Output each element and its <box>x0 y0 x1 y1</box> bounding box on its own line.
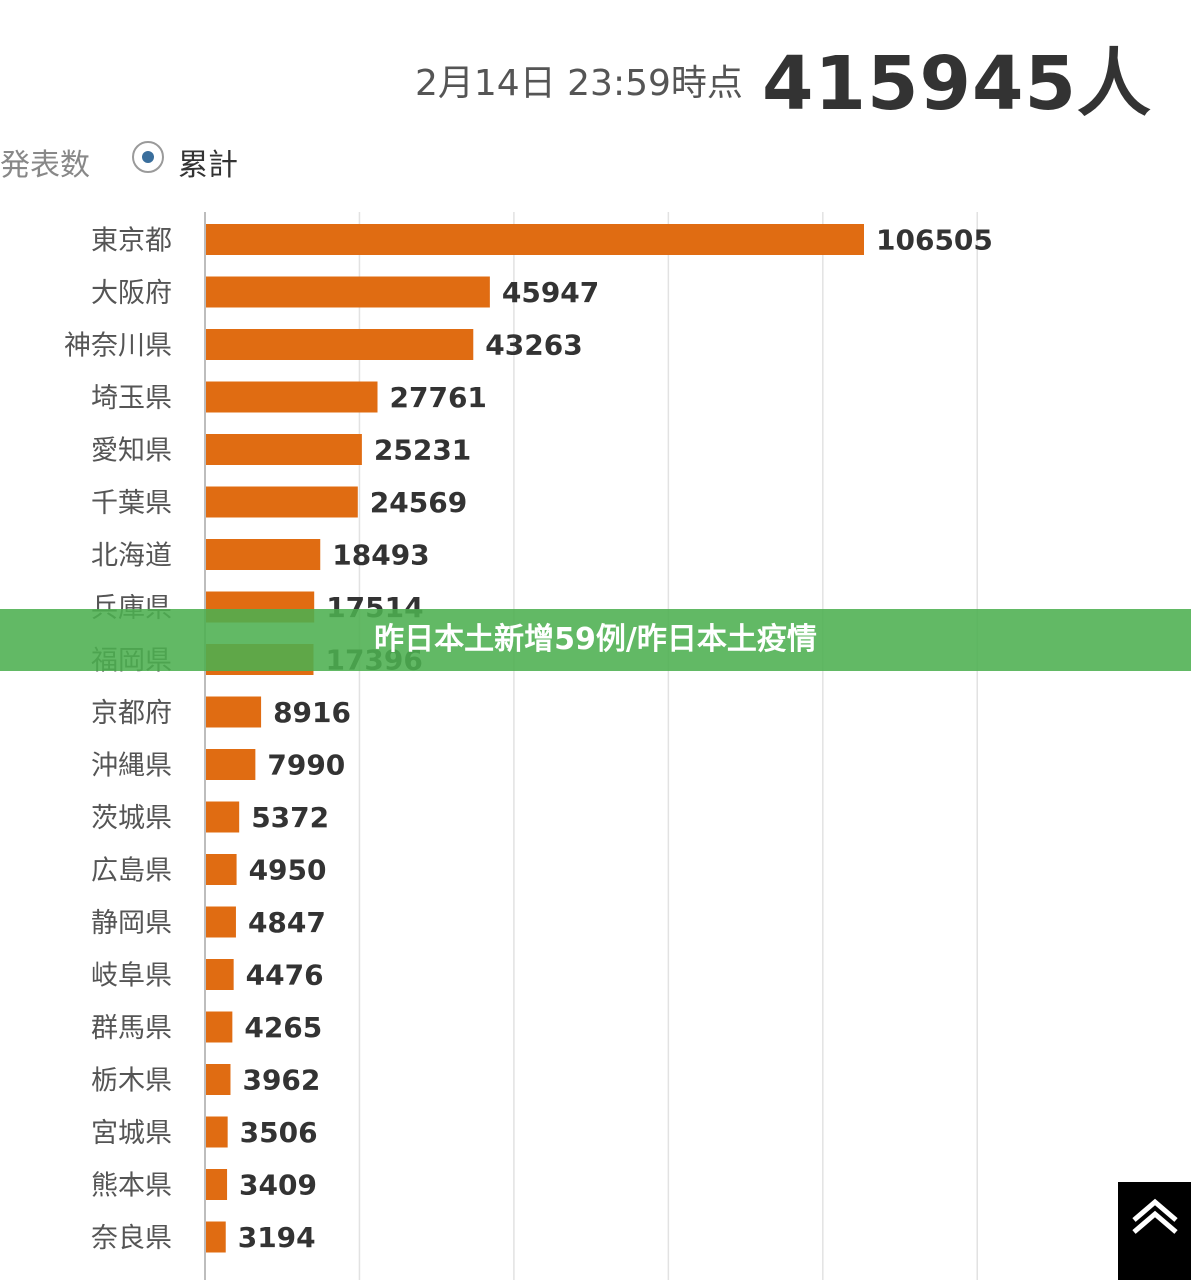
bar <box>206 1221 226 1253</box>
category-label: 千葉県 <box>91 488 172 519</box>
bar <box>206 1169 228 1200</box>
back-to-top-button[interactable] <box>1118 1182 1191 1280</box>
mode-option-daily[interactable]: 発表数 <box>0 148 90 183</box>
chevron-up-icon <box>1132 1198 1178 1234</box>
bar <box>206 329 474 360</box>
chart-header: 2月14日 23:59時点 415945人 <box>0 0 1191 127</box>
bar <box>206 749 256 780</box>
category-label: 岐阜県 <box>91 961 172 992</box>
value-label: 3962 <box>242 1064 320 1097</box>
value-label: 3409 <box>239 1169 317 1202</box>
bar <box>206 1116 228 1148</box>
category-label: 京都府 <box>91 698 172 729</box>
category-label: 神奈川県 <box>64 331 172 362</box>
value-label: 3194 <box>238 1221 316 1254</box>
value-label: 24569 <box>370 486 467 519</box>
value-label: 4265 <box>244 1011 322 1044</box>
value-label: 4950 <box>249 854 327 887</box>
bar <box>206 434 362 465</box>
mode-selector: 発表数 累計 <box>0 136 400 183</box>
category-label: 東京都 <box>91 226 172 257</box>
bar <box>206 854 237 885</box>
category-label: 熊本県 <box>91 1171 172 1202</box>
value-label: 3506 <box>240 1116 318 1149</box>
mode-option-cumulative[interactable]: 累計 <box>178 148 238 183</box>
bar <box>206 1064 231 1095</box>
value-label: 7990 <box>267 749 345 782</box>
value-label: 4476 <box>246 959 324 992</box>
category-label: 静岡県 <box>91 908 172 939</box>
category-label: 大阪府 <box>91 278 172 309</box>
bar <box>206 224 864 255</box>
category-label: 広島県 <box>91 856 172 887</box>
value-label: 4847 <box>248 906 326 939</box>
bar <box>206 539 321 570</box>
category-label: 群馬県 <box>91 1013 172 1044</box>
category-label: 栃木県 <box>91 1066 172 1097</box>
value-label: 106505 <box>876 224 993 257</box>
bar <box>206 959 234 990</box>
value-label: 5372 <box>251 801 329 834</box>
category-label: 沖縄県 <box>91 751 172 782</box>
category-label: 埼玉県 <box>91 383 172 414</box>
value-label: 27761 <box>390 381 487 414</box>
category-label: 北海道 <box>91 541 172 572</box>
bar <box>206 906 236 938</box>
bar <box>206 486 358 518</box>
bar-chart: 東京都 106505 大阪府 45947 神奈川県 43263 埼玉県 27761 愛知県 252… <box>64 212 993 1280</box>
total-count: 415945人 <box>762 41 1152 127</box>
bar <box>206 1011 233 1043</box>
bar <box>206 381 378 413</box>
bar <box>206 276 490 308</box>
value-label: 18493 <box>332 539 429 572</box>
value-label: 25231 <box>374 434 471 467</box>
headline-text: 昨日本土新增59例/昨日本土疫情 <box>374 622 817 657</box>
category-label: 愛知県 <box>91 436 172 467</box>
value-label: 45947 <box>502 276 599 309</box>
category-label: 茨城県 <box>91 803 172 834</box>
bar <box>206 801 240 833</box>
category-label: 奈良県 <box>91 1223 172 1254</box>
radio-selected-icon[interactable] <box>132 141 164 173</box>
timestamp-text: 2月14日 23:59時点 <box>415 63 743 104</box>
value-label: 43263 <box>485 329 582 362</box>
bar <box>206 696 262 728</box>
headline-banner: 昨日本土新增59例/昨日本土疫情 <box>0 609 1191 671</box>
value-label: 8916 <box>273 696 351 729</box>
category-label: 宮城県 <box>91 1118 172 1149</box>
